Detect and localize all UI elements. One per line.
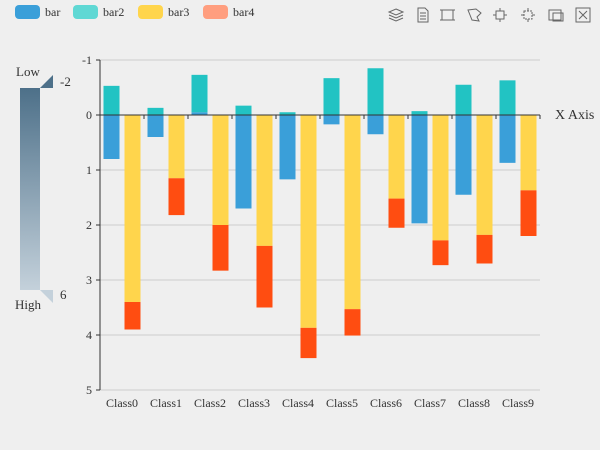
bar-bar3-Class1[interactable] [168,115,185,179]
lasso-select-icon[interactable] [466,7,482,23]
visual-map-min-value: -2 [60,74,71,89]
bar-bar4-Class4[interactable] [300,327,317,359]
axes: -1 0 1 2 3 4 5 X Axis Class0 Class1 Class2 Class3 Cl… [82,53,594,410]
bar-bar4-Class5[interactable] [344,309,361,336]
bar-bar2-Class0[interactable] [103,85,120,115]
visual-map-bottom-handle[interactable] [40,290,53,303]
data-view-icon[interactable] [415,7,431,23]
rect-select-icon[interactable] [439,7,455,23]
x-tick-label: Class8 [458,396,490,410]
save-image-icon[interactable] [548,7,564,23]
legend-item-bar3[interactable]: bar3 [138,5,189,19]
bar-bar4-Class7[interactable] [432,240,449,266]
bar-bar4-Class6[interactable] [388,198,405,228]
bar-bar3-Class7[interactable] [432,115,449,241]
visual-map: Low -2 6 High [15,64,71,312]
bar-bar4-Class0[interactable] [124,302,141,330]
visual-map-top-handle[interactable] [40,75,53,88]
bar-bar4-Class3[interactable] [256,245,273,308]
bar-bar-Class6[interactable] [367,115,384,135]
legend-swatch-bar3 [138,5,163,19]
x-tick-label: Class0 [106,396,138,410]
clear-selection-icon[interactable] [520,7,536,23]
x-tick-label: Class9 [502,396,534,410]
legend-swatch-bar [15,5,40,19]
legend-label-bar: bar [45,5,60,19]
grid-lines [100,59,540,391]
bars [103,68,537,359]
x-axis-title: X Axis [555,108,594,123]
bar-bar2-Class1[interactable] [147,107,164,115]
x-tick-label: Class1 [150,396,182,410]
bar-bar-Class9[interactable] [499,115,516,163]
visual-map-max-value: 6 [60,287,67,302]
x-tick-label: Class2 [194,396,226,410]
y-tick-label: 5 [86,383,92,397]
bar-bar-Class2[interactable] [191,112,208,115]
legend: bar bar2 bar3 bar4 [15,5,254,19]
bar-bar2-Class4[interactable] [279,112,296,115]
bar-bar3-Class0[interactable] [124,115,141,302]
x-tick-label: Class3 [238,396,270,410]
x-tick-label: Class4 [282,396,314,410]
bar-bar3-Class2[interactable] [212,115,229,225]
x-tick-label: Class6 [370,396,402,410]
bar-bar2-Class5[interactable] [323,78,340,115]
x-tick-label: Class5 [326,396,358,410]
legend-item-bar[interactable]: bar [15,5,60,19]
bar-bar3-Class8[interactable] [476,115,493,235]
y-tick-label: -1 [82,53,92,67]
bar-bar2-Class9[interactable] [499,80,516,115]
legend-label-bar4: bar4 [233,5,254,19]
bar-bar3-Class4[interactable] [300,115,317,328]
y-tick-label: 0 [86,108,92,122]
legend-label-bar2: bar2 [103,5,124,19]
legend-item-bar4[interactable]: bar4 [203,5,254,19]
bar-bar2-Class8[interactable] [455,84,472,115]
bar-bar2-Class7[interactable] [411,111,428,115]
legend-swatch-bar2 [73,5,98,19]
bar-bar4-Class1[interactable] [168,178,185,216]
bar-bar-Class7[interactable] [411,115,428,224]
bar-bar3-Class6[interactable] [388,115,405,199]
toolbox [387,7,591,23]
y-tick-label: 1 [86,163,92,177]
bar-bar-Class8[interactable] [455,115,472,195]
bar-bar4-Class2[interactable] [212,225,229,271]
bar-bar2-Class2[interactable] [191,74,208,113]
keep-selection-icon[interactable] [492,7,508,23]
bar-bar2-Class3[interactable] [235,105,252,115]
restore-icon[interactable] [575,7,591,23]
bar-bar2-Class6[interactable] [367,68,384,115]
legend-label-bar3: bar3 [168,5,189,19]
bar-bar-Class4[interactable] [279,115,296,180]
bar-bar-Class0[interactable] [103,115,120,159]
visual-map-gradient-bar[interactable] [20,88,40,290]
visual-map-low-label: Low [16,64,40,79]
bar-bar4-Class8[interactable] [476,234,493,264]
bar-bar3-Class3[interactable] [256,115,273,246]
bar-bar4-Class9[interactable] [520,190,537,236]
legend-swatch-bar4 [203,5,228,19]
y-tick-label: 4 [86,328,92,342]
bar-bar3-Class9[interactable] [520,115,537,191]
bar-bar-Class3[interactable] [235,115,252,209]
y-tick-label: 3 [86,273,92,287]
visual-map-high-label: High [15,297,42,312]
bar-bar-Class1[interactable] [147,115,164,137]
bar-bar3-Class5[interactable] [344,115,361,310]
x-tick-label: Class7 [414,396,446,410]
stack-icon[interactable] [387,7,405,23]
bar-bar-Class5[interactable] [323,115,340,125]
legend-item-bar2[interactable]: bar2 [73,5,124,19]
y-tick-label: 2 [86,218,92,232]
